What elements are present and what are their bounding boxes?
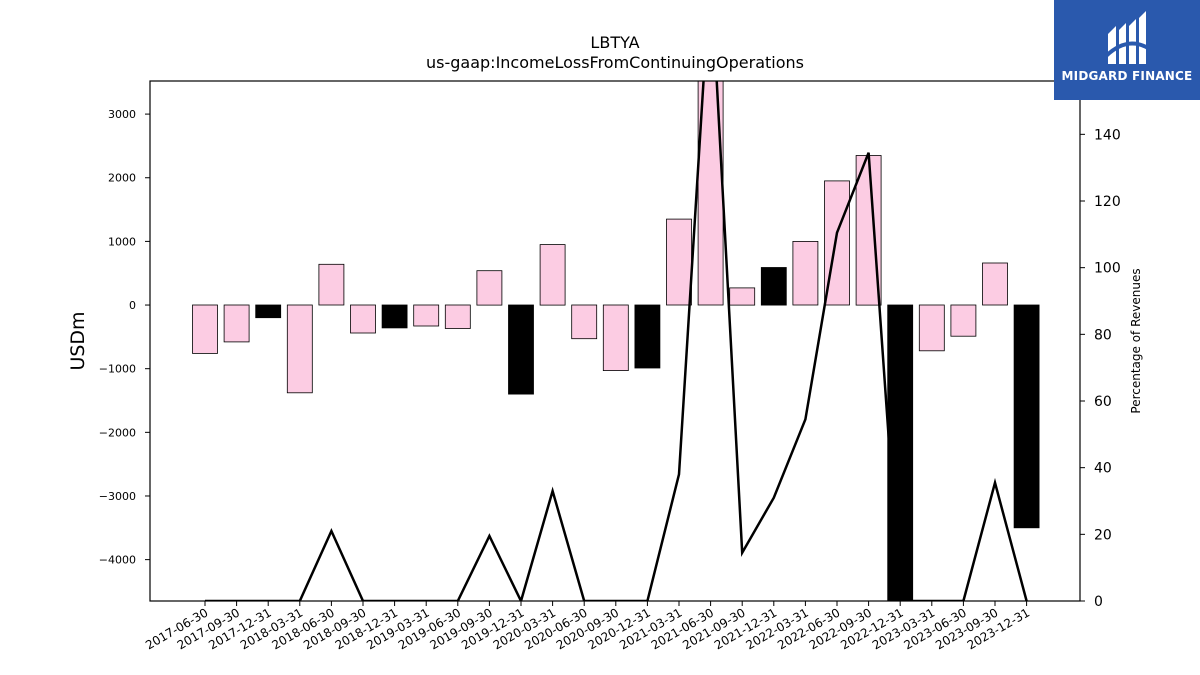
y2-tick-label: 140 <box>1094 127 1121 143</box>
line-series <box>205 81 1028 601</box>
bar-2018-03-31 <box>286 304 313 394</box>
bar-2020-12-31 <box>634 304 661 369</box>
midgard-finance-logo: MIDGARD FINANCE <box>1054 0 1200 100</box>
y-tick-label: −2000 <box>99 426 136 439</box>
plot-frame <box>149 80 1081 602</box>
y-tick-label: −1000 <box>99 363 136 376</box>
bar-2019-03-31 <box>413 304 440 327</box>
bar-2019-06-30 <box>444 304 471 329</box>
bar-2020-03-31 <box>539 244 566 306</box>
y2-tick-label: 80 <box>1094 327 1112 343</box>
logo-text: MIDGARD FINANCE <box>1061 69 1193 83</box>
y-tick-label: 1000 <box>108 235 136 248</box>
y-tick-label: 3000 <box>108 108 136 121</box>
y-tick-label: −4000 <box>99 554 136 567</box>
bar-2020-06-30 <box>571 304 598 340</box>
y2-tick-label: 60 <box>1094 394 1112 410</box>
percentage-line <box>205 81 1028 601</box>
bar-series <box>192 80 1040 602</box>
bar-2017-12-31 <box>255 304 282 319</box>
y2-tick-label: 100 <box>1094 261 1121 277</box>
bar-2023-06-30 <box>950 304 977 337</box>
bar-2018-06-30 <box>318 263 345 306</box>
bar-2023-09-30 <box>982 262 1008 306</box>
y2-axis-label: Percentage of Revenues <box>1129 268 1143 413</box>
bar-2017-06-30 <box>192 304 218 354</box>
bar-2022-12-31 <box>887 304 914 602</box>
y-tick-label: 0 <box>129 299 136 312</box>
bar-2018-12-31 <box>381 304 408 329</box>
y-axis-label: USDm <box>67 311 89 370</box>
y-tick-label: 2000 <box>108 172 136 185</box>
y2-tick-label: 120 <box>1094 194 1121 210</box>
bar-2023-12-31 <box>1013 304 1040 529</box>
y-tick-label: −3000 <box>99 490 136 503</box>
y-axis-ticks: −4000 −3000 −2000 −1000 0 1000 2000 3000 <box>99 108 150 567</box>
chart-subtitle: us-gaap:IncomeLossFromContinuingOperatio… <box>426 53 804 72</box>
bar-2021-12-31 <box>760 267 787 306</box>
bar-2017-09-30 <box>223 304 250 343</box>
bar-2019-12-31 <box>508 304 534 395</box>
bar-2023-03-31 <box>918 304 945 352</box>
bar-2021-03-31 <box>666 218 692 306</box>
bar-2020-09-30 <box>602 304 629 371</box>
y2-tick-label: 20 <box>1094 527 1112 543</box>
bar-2018-09-30 <box>350 304 376 334</box>
chart-title: LBTYA <box>590 33 639 52</box>
logo-mark-icon <box>1104 11 1149 64</box>
bar-2021-09-30 <box>729 287 756 306</box>
y2-axis-ticks: 0 20 40 60 80 100 120 140 <box>1080 127 1121 610</box>
bar-2022-03-31 <box>792 240 819 306</box>
x-axis-ticks: 2017-06-302017-09-302017-12-312018-03-31… <box>143 601 1032 652</box>
bar-2019-09-30 <box>476 270 503 306</box>
y2-tick-label: 40 <box>1094 461 1112 477</box>
y2-tick-label: 0 <box>1094 594 1103 610</box>
